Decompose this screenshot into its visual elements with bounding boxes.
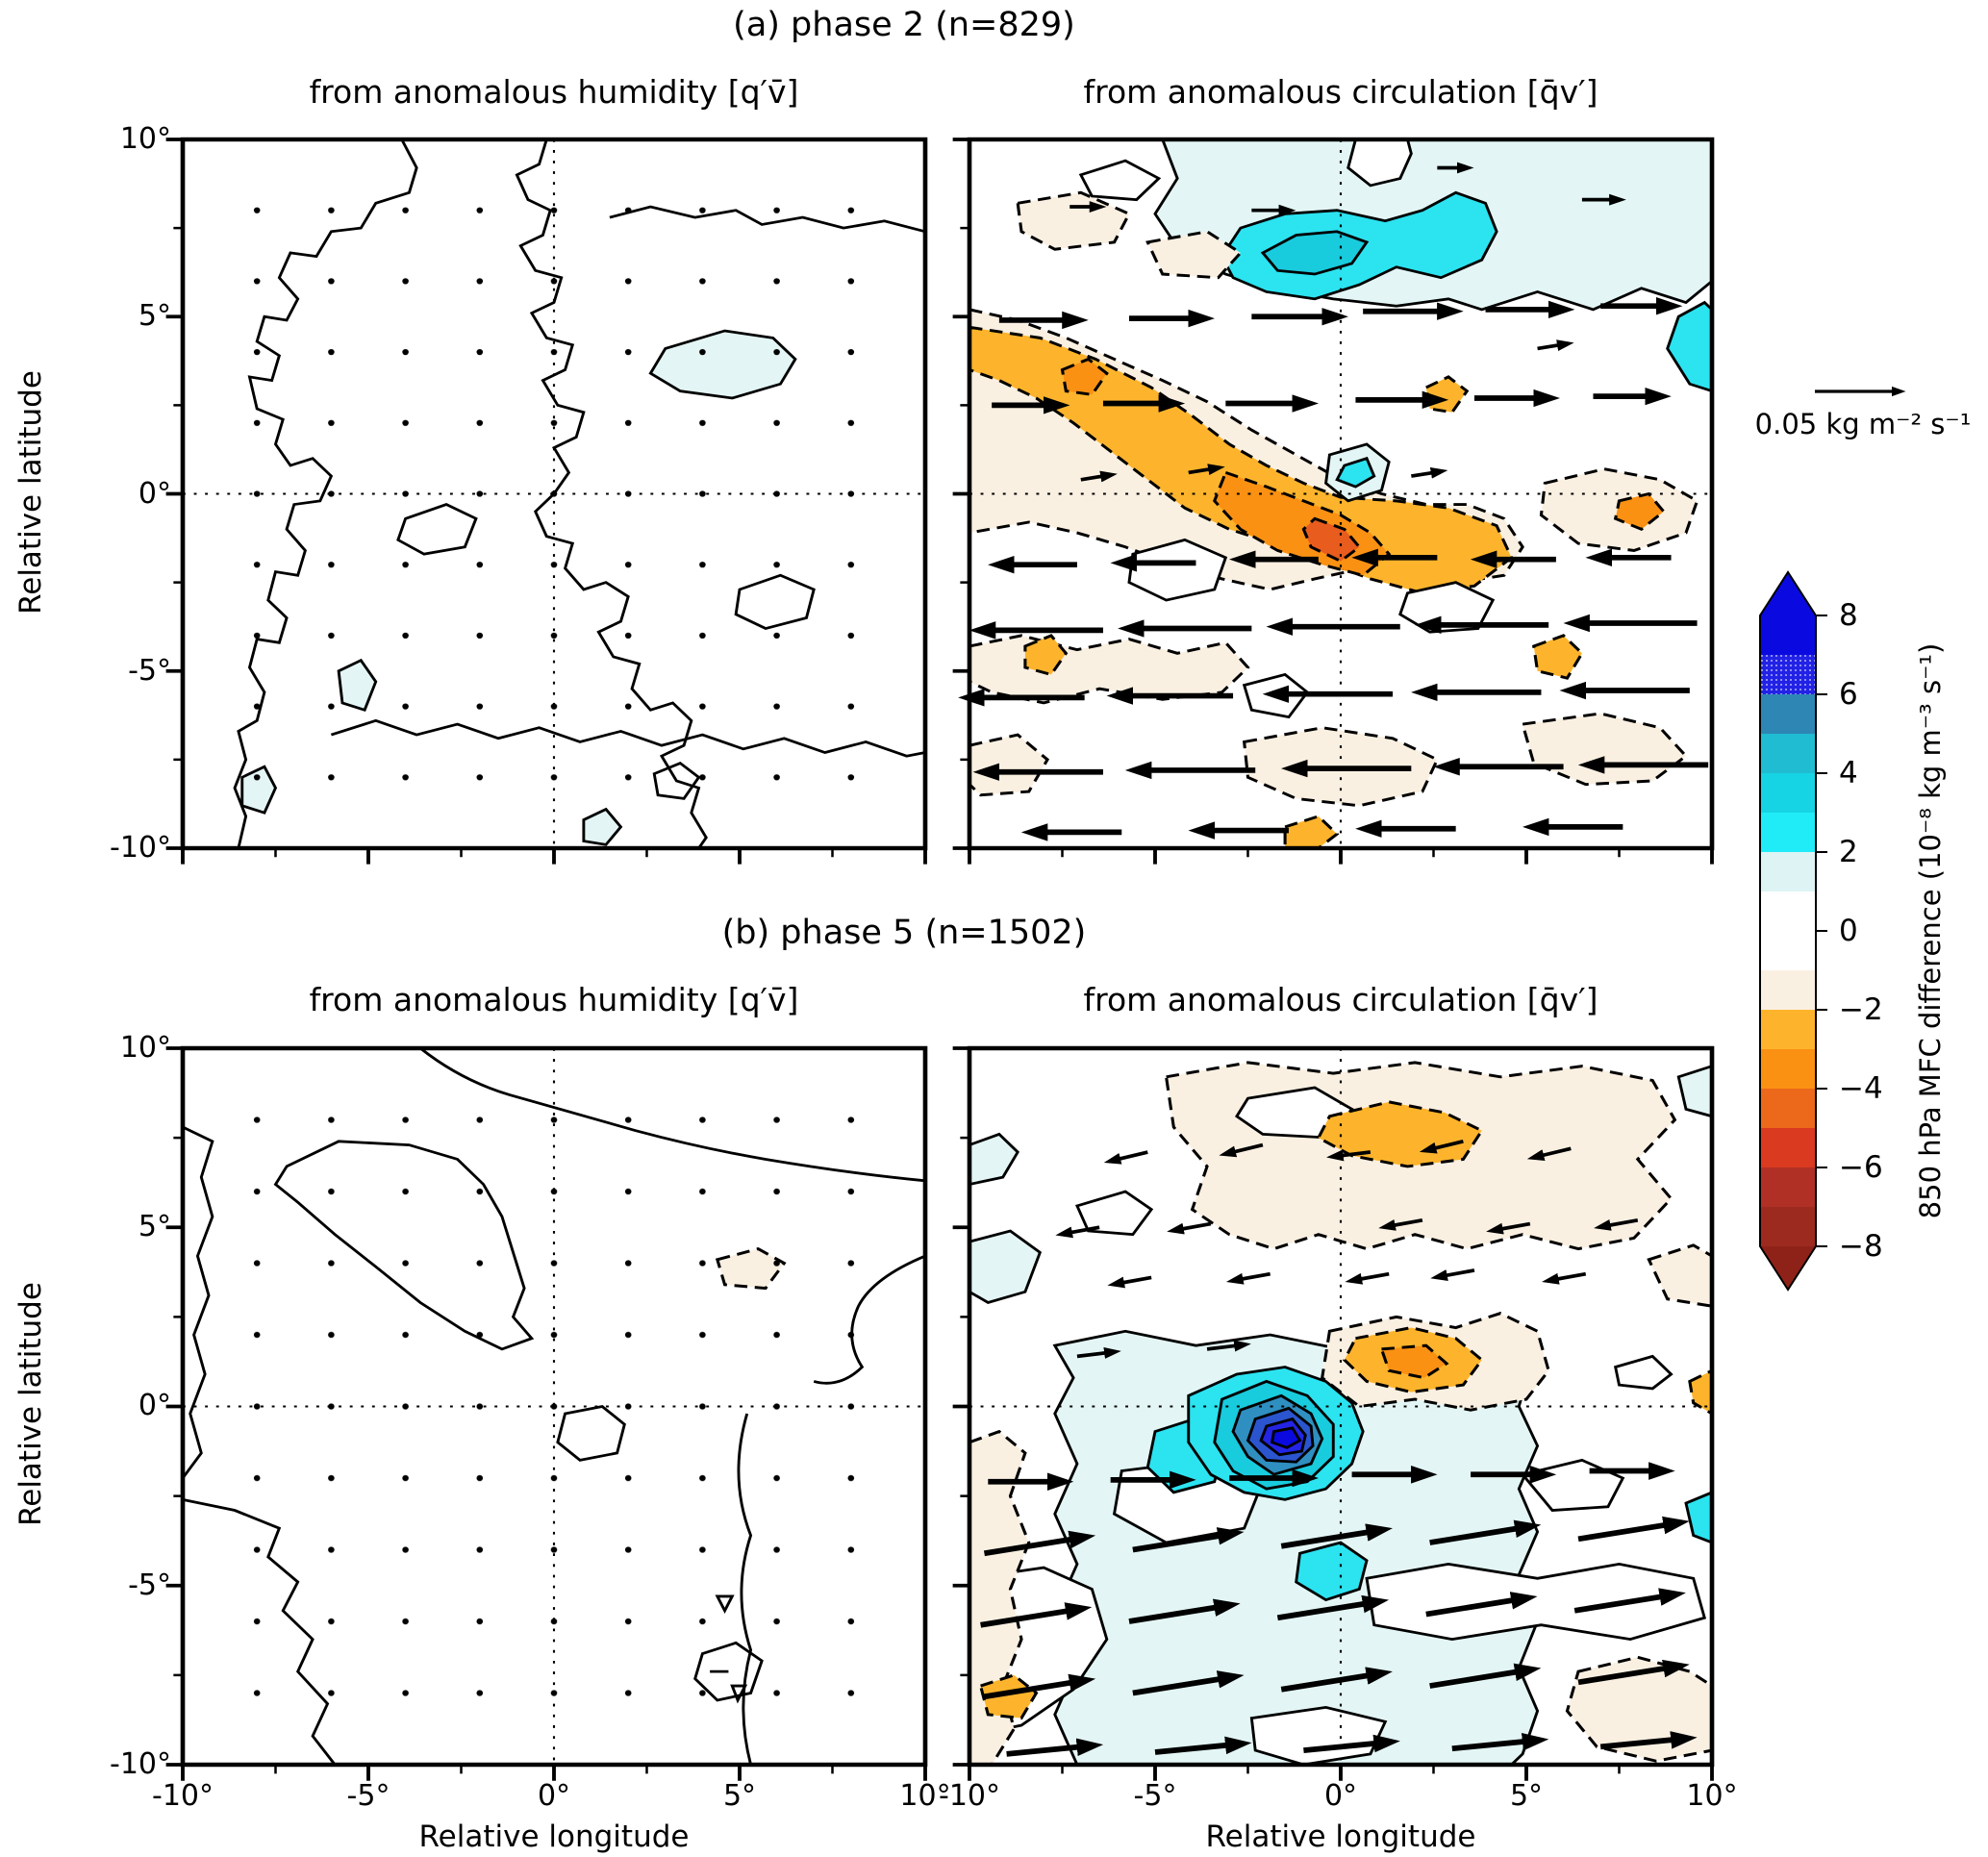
negative-spot — [1283, 815, 1340, 850]
xtick-r-10: 10° — [1686, 1779, 1738, 1813]
weak-negative-patch — [968, 634, 1250, 705]
zero-contour — [1242, 672, 1310, 719]
xtick-r-m10: -10° — [939, 1779, 1000, 1813]
negative-blob — [1316, 1100, 1484, 1168]
x-axis-label-right: Relative longitude — [1205, 1819, 1476, 1854]
white-hole — [1249, 1705, 1388, 1767]
xtick-l-10: 10° — [899, 1779, 951, 1813]
cbtick-m6: −6 — [1839, 1150, 1883, 1185]
ytick-a-5: 5° — [138, 298, 171, 333]
ytick-a-m5: -5° — [128, 653, 171, 688]
positive-maximum-core — [1270, 1426, 1302, 1449]
panel-b-humidity-plot — [165, 1045, 928, 1781]
quiver-arrows — [958, 162, 1709, 841]
panel-a-humidity-plot — [165, 137, 928, 865]
axis-ticks — [952, 1046, 1714, 1781]
axis-ticks — [165, 1046, 927, 1781]
zero-contour — [1613, 1354, 1673, 1391]
cbtick-0: 0 — [1839, 914, 1858, 948]
negative-blob — [1688, 1368, 1714, 1417]
ytick-b-5: 5° — [138, 1209, 171, 1243]
panel-b-circulation-plot — [952, 1045, 1715, 1781]
ytick-b-0: 0° — [138, 1388, 171, 1422]
near-zero-vector-dots — [219, 174, 889, 814]
y-axis-label-row-b: Relative latitude — [13, 1282, 48, 1526]
negative-patch — [1647, 1243, 1714, 1308]
colorbar-tick-marks — [1816, 615, 1827, 1247]
panel-a-circulation-title: from anomalous circulation [q̄v′] — [1083, 73, 1598, 111]
x-axis-label-left: Relative longitude — [418, 1819, 690, 1854]
weak-negative-patch — [1145, 230, 1244, 280]
cbtick-4: 4 — [1839, 756, 1858, 790]
zero-contour — [1078, 159, 1162, 202]
panel-border — [180, 137, 928, 851]
negative-spot — [1613, 491, 1666, 532]
panel-a-circulation-plot — [952, 137, 1715, 865]
negative-spot — [1023, 634, 1069, 677]
zero-contour — [1520, 1458, 1625, 1512]
positive-maximum-core — [1260, 230, 1370, 276]
negative-band — [968, 325, 1514, 595]
panel-b-humidity-title: from anomalous humidity [q′v̄] — [309, 981, 799, 1018]
panel-border — [967, 1045, 1715, 1768]
negative-minimum-core — [1301, 516, 1362, 564]
panel-border — [967, 137, 1715, 851]
positive-patch — [968, 1229, 1043, 1304]
xtick-l-m5: -5° — [346, 1779, 390, 1813]
xtick-l-m10: -10° — [152, 1779, 214, 1813]
weak-positive-blob — [582, 807, 623, 846]
cbtick-6: 6 — [1839, 677, 1858, 712]
weak-negative-patch — [968, 733, 1050, 797]
colorbar-under-cap — [1760, 1246, 1816, 1290]
near-zero-vector-dots — [219, 1084, 889, 1729]
row-a-title: (a) phase 2 (n=829) — [733, 6, 1075, 44]
weak-negative-patch — [1016, 190, 1132, 251]
positive-blob-center — [1335, 456, 1376, 489]
negative-spot — [1060, 357, 1109, 396]
xtick-r-m5: -5° — [1133, 1779, 1177, 1813]
colorbar-over-cap — [1760, 572, 1816, 615]
xtick-l-0: 0° — [537, 1779, 571, 1813]
ytick-b-10: 10° — [119, 1030, 171, 1065]
cbtick-m4: −4 — [1839, 1071, 1883, 1106]
negative-spot — [1424, 375, 1470, 414]
axis-ticks — [952, 138, 1714, 865]
ytick-a-0: 0° — [138, 476, 171, 511]
row-b-title: (b) phase 5 (n=1502) — [721, 914, 1087, 952]
panel-border — [180, 1045, 928, 1768]
xtick-r-0: 0° — [1323, 1779, 1358, 1813]
axis-ticks — [165, 138, 927, 865]
panel-a-humidity-title: from anomalous humidity [q′v̄] — [309, 73, 799, 111]
positive-patch — [1676, 1064, 1714, 1118]
ytick-a-m10: -10° — [110, 830, 171, 865]
ytick-b-m10: -10° — [110, 1746, 171, 1781]
quiver-arrows — [980, 1140, 1698, 1757]
panel-b-circulation-title: from anomalous circulation [q̄v′] — [1083, 981, 1598, 1018]
weak-negative-patch — [1521, 712, 1689, 787]
colorbar-dotted-segment — [1760, 655, 1816, 694]
colorbar — [1759, 570, 1827, 1292]
quiver-key-label: 0.05 kg m⁻² s⁻¹ — [1754, 408, 1972, 440]
colorbar-label: 850 hPa MFC difference (10⁻⁸ kg m⁻³ s⁻¹) — [1914, 642, 1947, 1219]
ytick-a-10: 10° — [119, 121, 171, 156]
xtick-l-5: 5° — [722, 1779, 757, 1813]
xtick-r-5: 5° — [1509, 1779, 1544, 1813]
white-hole — [1127, 538, 1228, 602]
cbtick-8: 8 — [1839, 598, 1858, 633]
y-axis-label-row-a: Relative latitude — [13, 370, 48, 615]
positive-patch — [968, 1132, 1019, 1187]
quiver-key-arrow — [1815, 386, 1906, 397]
positive-blob-east — [1666, 300, 1714, 393]
negative-blob-core — [1379, 1343, 1449, 1380]
zero-contour — [1074, 1190, 1154, 1237]
positive-blob — [1684, 1490, 1714, 1545]
ytick-b-m5: -5° — [128, 1568, 171, 1602]
zero-contour — [181, 1125, 214, 1479]
cbtick-m8: −8 — [1839, 1229, 1883, 1264]
cbtick-m2: −2 — [1839, 992, 1883, 1027]
cbtick-2: 2 — [1839, 835, 1858, 869]
negative-spot — [1532, 634, 1584, 680]
negative-blob — [978, 1673, 1039, 1720]
